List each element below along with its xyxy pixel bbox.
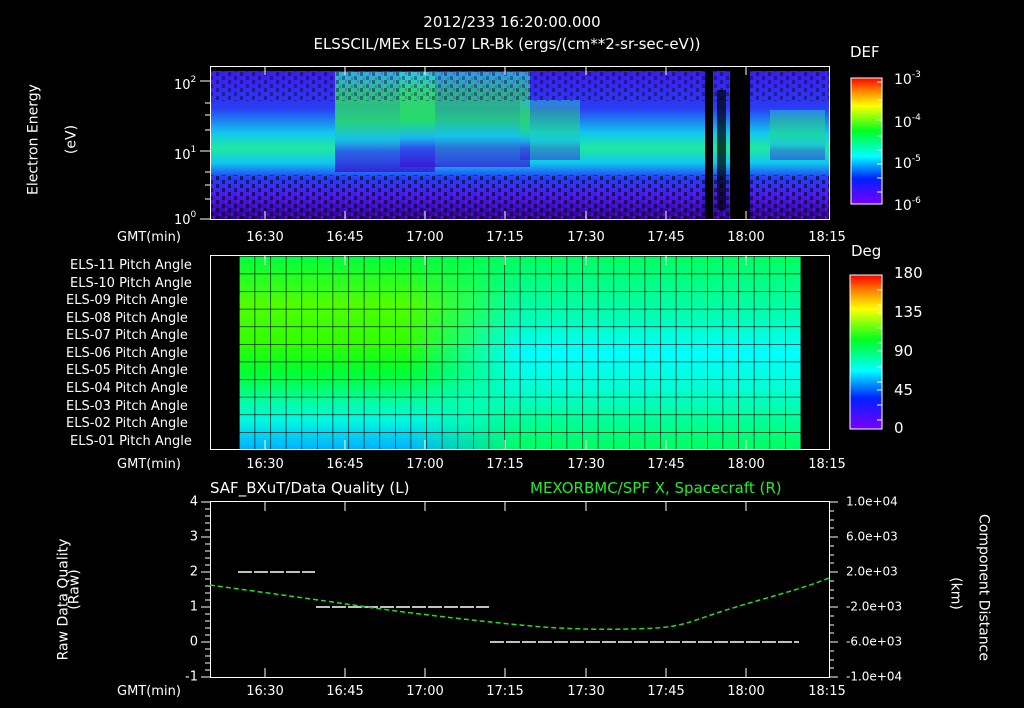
def-tick-1e-6: 10-6 <box>894 196 921 214</box>
deg-tick: 0 <box>894 419 904 437</box>
pitch-row-label: ELS-04 Pitch Angle <box>66 381 188 396</box>
panel3-x-label: GMT(min) <box>117 684 181 699</box>
data-quality-series <box>238 571 799 643</box>
p3-xtick: 17:15 <box>486 684 524 699</box>
pitch-row-label: ELS-08 Pitch Angle <box>66 311 188 326</box>
p2-xtick: 17:00 <box>406 457 444 472</box>
deg-tick: 90 <box>894 342 914 360</box>
p2-xtick: 17:30 <box>567 457 605 472</box>
p3-xtick: 16:45 <box>326 684 364 699</box>
p2-xtick: 16:45 <box>326 457 364 472</box>
right-ytick: 6.0e+03 <box>846 529 898 544</box>
panel1-x-label: GMT(min) <box>117 230 181 245</box>
ytick-1e1: 101 <box>174 145 197 163</box>
deg-tick: 135 <box>894 303 923 321</box>
right-ytick: -1.0e+04 <box>846 669 903 684</box>
left-ytick: 0 <box>189 634 198 650</box>
timestamp-title: 2012/233 16:20:00.000 <box>423 13 601 31</box>
deg-tick: 180 <box>894 264 923 282</box>
p2-xtick: 18:15 <box>808 457 846 472</box>
raw-quality-axis-unit: (Raw) <box>66 569 83 610</box>
p2-xtick: 16:30 <box>246 457 284 472</box>
pitch-row-label: ELS-09 Pitch Angle <box>66 293 188 308</box>
p1-xtick: 16:30 <box>246 230 284 245</box>
p2-xtick: 17:45 <box>647 457 685 472</box>
p3-xtick: 18:15 <box>808 684 846 699</box>
p1-xtick: 18:00 <box>727 230 765 245</box>
deg-colorbar-title: Deg <box>851 242 882 260</box>
def-tick-1e-4: 10-4 <box>894 113 921 131</box>
right-ytick: -2.0e+03 <box>846 599 903 614</box>
p1-xtick: 17:30 <box>567 230 605 245</box>
pitch-angle-grid <box>210 255 883 450</box>
p1-xtick: 17:45 <box>647 230 685 245</box>
pitch-row-label: ELS-02 Pitch Angle <box>66 416 188 431</box>
p1-xtick: 16:45 <box>326 230 364 245</box>
pitch-row-label: ELS-11 Pitch Angle <box>70 258 192 273</box>
p1-xtick: 18:15 <box>808 230 846 245</box>
pitch-angle-panel: ELS-11 Pitch Angle ELS-10 Pitch Angle EL… <box>66 242 923 473</box>
p3-xtick: 16:30 <box>246 684 284 699</box>
pitch-row-label: ELS-10 Pitch Angle <box>70 276 192 291</box>
def-tick-1e-3: 10-3 <box>894 70 921 88</box>
left-ytick: -1 <box>185 669 198 685</box>
component-distance-axis-unit: (km) <box>947 577 964 610</box>
p2-xtick: 17:15 <box>486 457 524 472</box>
ytick-1e2: 102 <box>174 75 197 93</box>
p3-xtick: 17:45 <box>647 684 685 699</box>
p3-xtick: 18:00 <box>727 684 765 699</box>
p3-xtick: 17:00 <box>406 684 444 699</box>
pitch-row-label: ELS-01 Pitch Angle <box>70 434 192 449</box>
p2-xtick: 18:00 <box>727 457 765 472</box>
right-ytick: 1.0e+04 <box>846 494 898 509</box>
def-colorbar-title: DEF <box>850 43 880 61</box>
left-ytick: 2 <box>189 564 198 580</box>
right-ytick: 2.0e+03 <box>846 564 898 579</box>
p1-xtick: 17:15 <box>486 230 524 245</box>
spectrogram-panel: Electron Energy (eV) 102 101 100 <box>0 0 1024 246</box>
pitch-row-label: ELS-05 Pitch Angle <box>66 363 188 378</box>
spectrogram-title: ELSSCIL/MEx ELS-07 LR-Bk (ergs/(cm**2-sr… <box>313 35 701 53</box>
left-series-title: SAF_BXuT/Data Quality (L) <box>210 479 410 497</box>
pitch-row-label: ELS-03 Pitch Angle <box>66 399 188 414</box>
left-ytick: 4 <box>189 494 198 510</box>
ytick-1e0: 100 <box>174 210 197 228</box>
left-ytick: 3 <box>189 529 198 545</box>
panel2-x-label: GMT(min) <box>117 457 181 472</box>
p3-xtick: 17:30 <box>567 684 605 699</box>
right-ytick: -6.0e+03 <box>846 634 903 649</box>
def-tick-1e-5: 10-5 <box>894 154 921 172</box>
left-ytick: 1 <box>189 599 198 615</box>
pitch-row-label: ELS-06 Pitch Angle <box>66 346 188 361</box>
right-series-title: MEXORBMC/SPF X, Spacecraft (R) <box>530 479 782 497</box>
p1-xtick: 17:00 <box>406 230 444 245</box>
deg-tick: 45 <box>894 381 914 399</box>
spacecraft-x-series <box>209 577 830 631</box>
spectrogram-plot <box>200 66 883 220</box>
component-distance-axis-label: Component Distance <box>975 514 992 661</box>
pitch-row-label: ELS-07 Pitch Angle <box>66 328 188 343</box>
